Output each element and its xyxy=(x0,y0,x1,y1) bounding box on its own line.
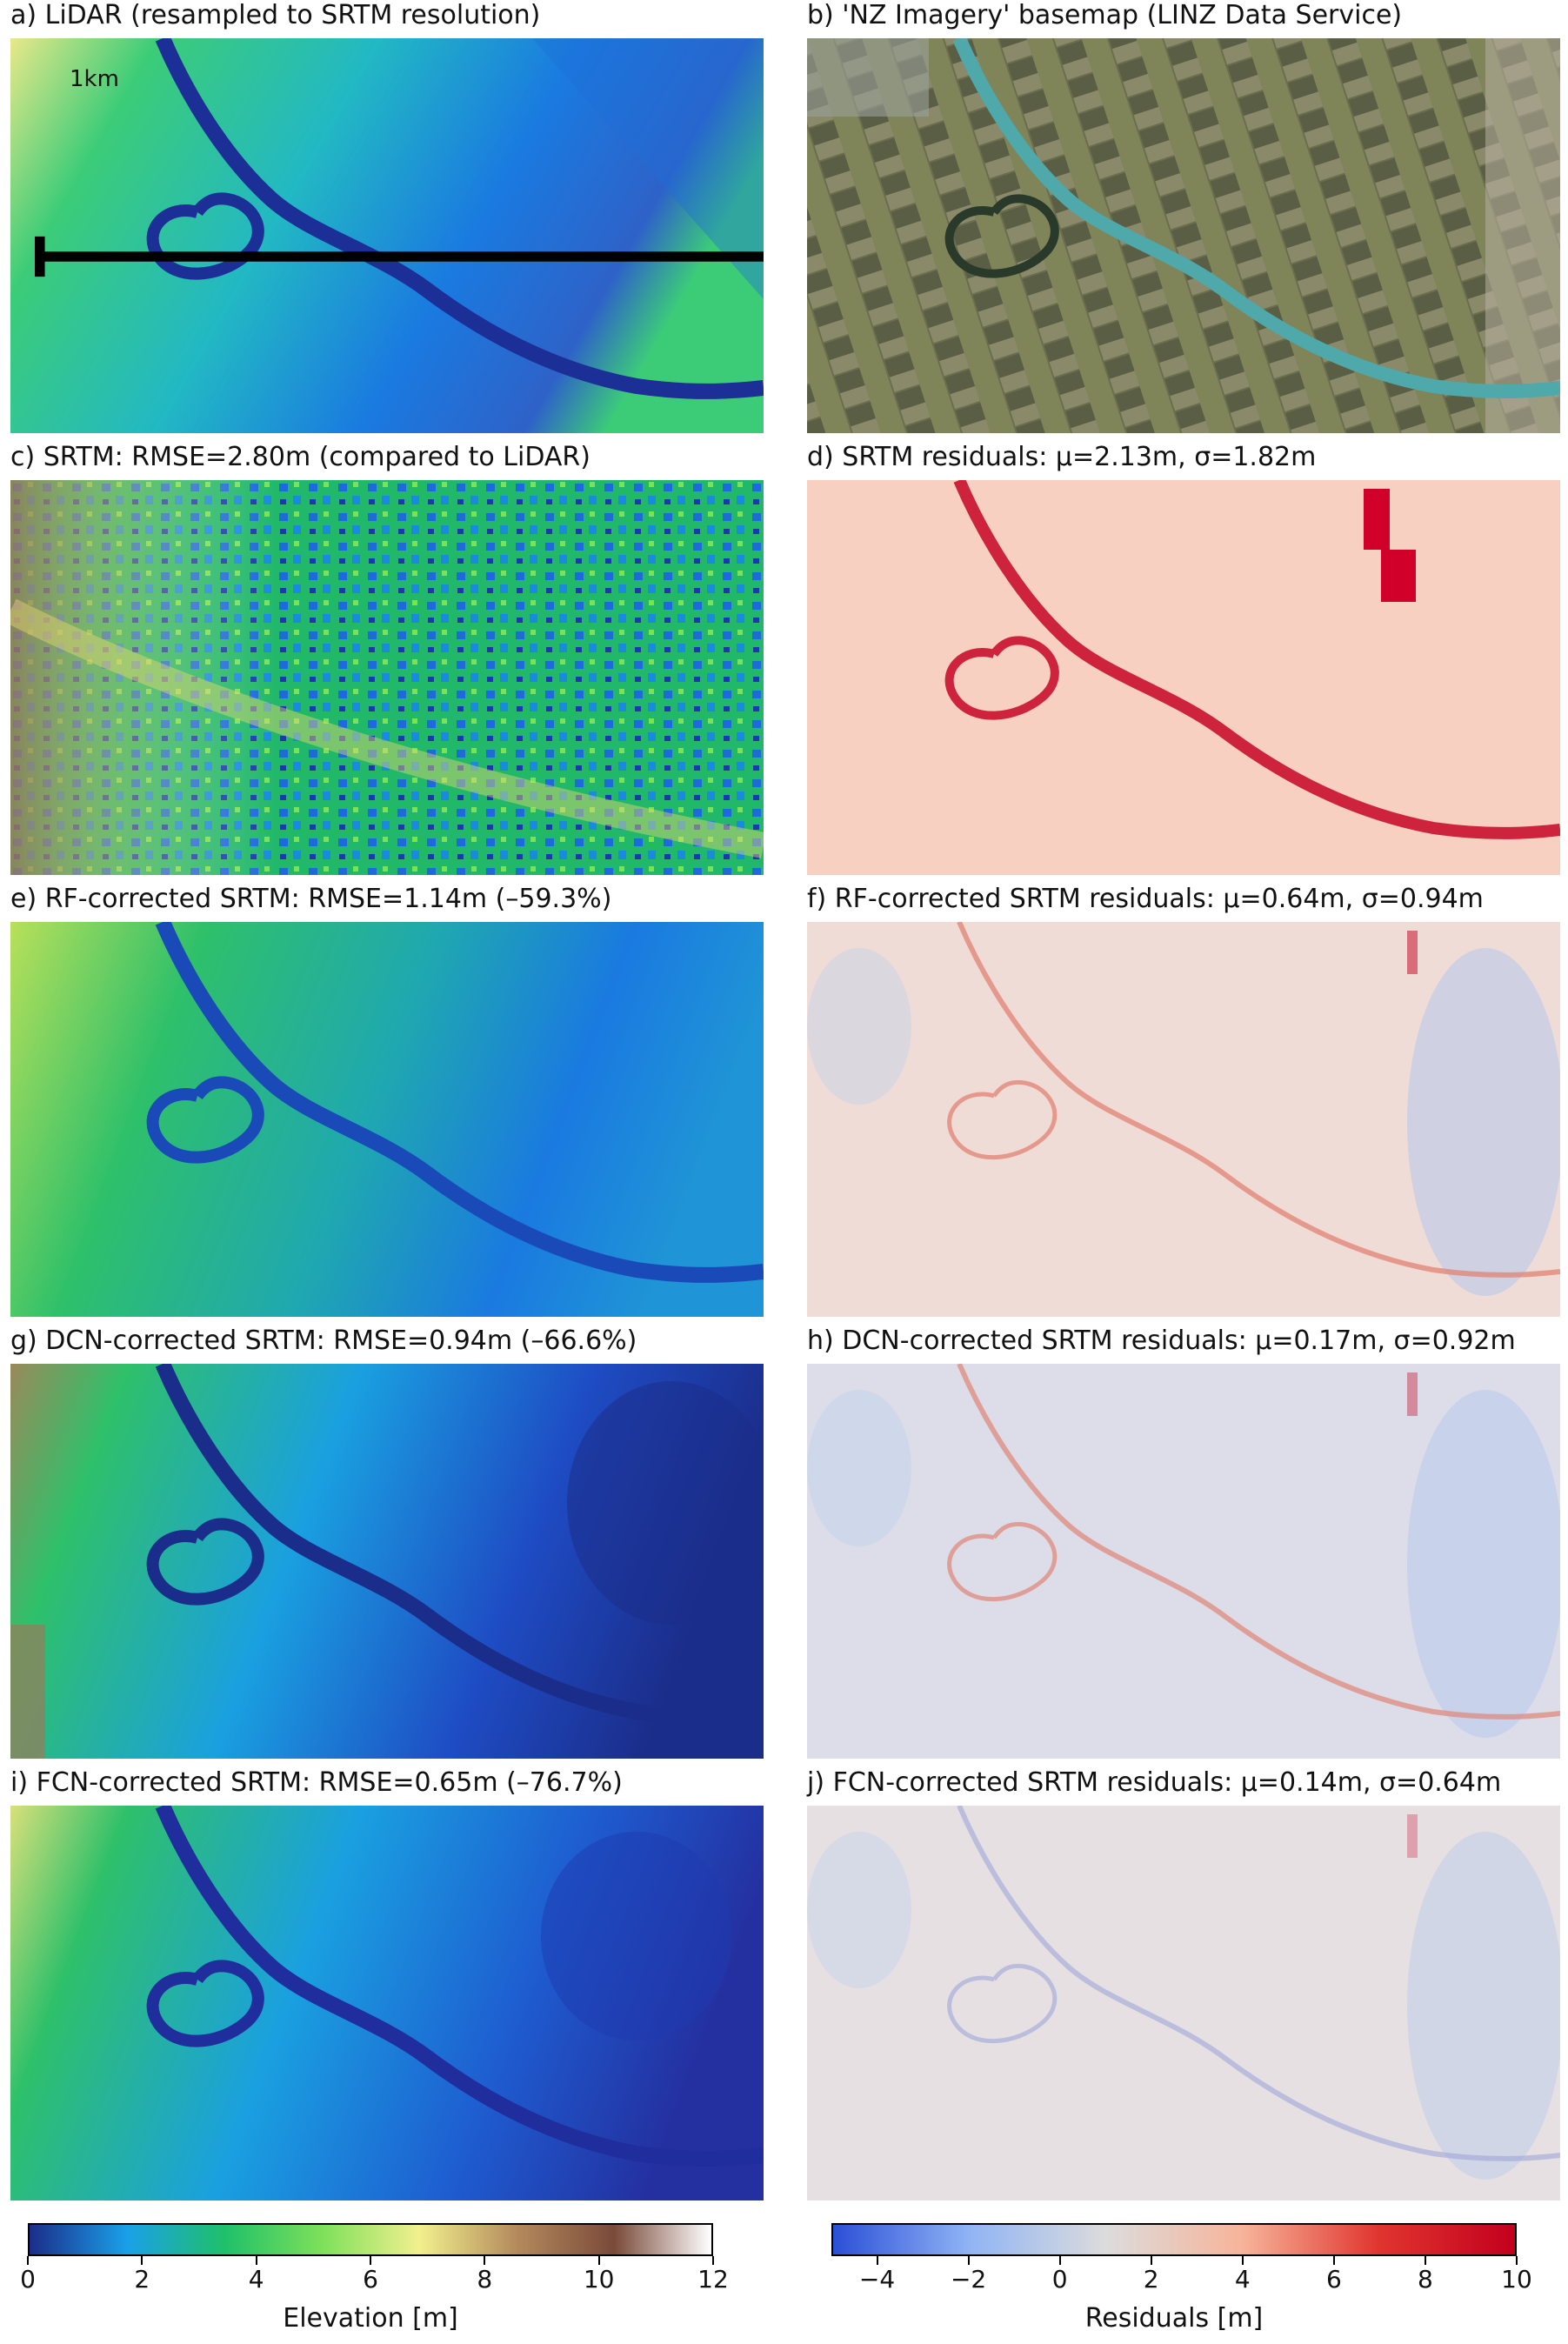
residuals-tick-mark xyxy=(967,2256,970,2265)
elevation-tick-mark xyxy=(484,2256,486,2265)
residuals-tick-label: 10 xyxy=(1501,2265,1532,2294)
north-arrow-shape xyxy=(1524,50,1560,433)
panel-h: h) DCN-corrected SRTM residuals: μ=0.17m… xyxy=(807,1326,1560,1759)
panel-h-title: h) DCN-corrected SRTM residuals: μ=0.17m… xyxy=(807,1326,1516,1356)
panel-e-map: N xyxy=(10,922,764,1317)
panel-c-title: c) SRTM: RMSE=2.80m (compared to LiDAR) xyxy=(10,442,591,472)
panel-f: f) RF-corrected SRTM residuals: μ=0.64m,… xyxy=(807,884,1560,1317)
residuals-tick-label: 2 xyxy=(1143,2265,1159,2294)
elevation-tick-mark xyxy=(712,2256,714,2265)
north-arrow-icon: N xyxy=(727,492,753,875)
north-arrow-shape xyxy=(1524,1818,1560,2200)
elevation-colorbar-label: Elevation [m] xyxy=(283,2303,458,2334)
panel-i-title: i) FCN-corrected SRTM: RMSE=0.65m (–76.7… xyxy=(10,1767,623,1798)
north-arrow-icon: N xyxy=(727,934,753,1317)
panel-h-map: N xyxy=(807,1364,1560,1759)
scale-bar-line xyxy=(35,236,764,277)
north-arrow-icon: N xyxy=(1524,934,1550,1317)
panel-g: g) DCN-corrected SRTM: RMSE=0.94m (–66.6… xyxy=(10,1326,764,1759)
panel-e: e) RF-corrected SRTM: RMSE=1.14m (–59.3%… xyxy=(10,884,764,1317)
elevation-colorbar-gradient xyxy=(28,2223,713,2256)
residuals-colorbar-gradient xyxy=(831,2223,1517,2256)
north-arrow-shape xyxy=(727,1818,764,2200)
residuals-tick-mark xyxy=(1424,2256,1426,2265)
panel-g-title: g) DCN-corrected SRTM: RMSE=0.94m (–66.6… xyxy=(10,1326,637,1356)
north-arrow-icon: N xyxy=(1524,1818,1550,2200)
panel-b: b) 'NZ Imagery' basemap (LINZ Data Servi… xyxy=(807,0,1560,433)
north-arrow-shape xyxy=(1524,934,1560,1317)
panel-c-map: N xyxy=(10,480,764,875)
elevation-tick-mark xyxy=(370,2256,371,2265)
residuals-tick-label: 0 xyxy=(1051,2265,1068,2294)
north-arrow-shape xyxy=(727,934,764,1317)
elevation-tick-label: 4 xyxy=(248,2265,264,2294)
residuals-tick-label: −2 xyxy=(950,2265,987,2294)
residuals-tick-label: 6 xyxy=(1325,2265,1342,2294)
north-arrow-icon: N xyxy=(727,1376,753,1759)
residuals-tick-mark xyxy=(1332,2256,1335,2265)
panel-b-map: N xyxy=(807,38,1560,433)
residuals-tick-mark xyxy=(1058,2256,1061,2265)
panel-c: c) SRTM: RMSE=2.80m (compared to LiDAR) N xyxy=(10,442,764,875)
scale-bar-label: 1km xyxy=(70,66,119,92)
elevation-tick-mark xyxy=(27,2256,29,2265)
elevation-tick-label: 6 xyxy=(363,2265,378,2294)
north-arrow-shape xyxy=(1524,492,1560,875)
residuals-tick-mark xyxy=(876,2256,878,2265)
north-arrow-shape xyxy=(1524,1376,1560,1759)
panel-i-map: N xyxy=(10,1806,764,2200)
residuals-tick-mark xyxy=(1150,2256,1152,2265)
panel-j-map: N xyxy=(807,1806,1560,2200)
panel-j: j) FCN-corrected SRTM residuals: μ=0.14m… xyxy=(807,1767,1560,2200)
north-arrow-shape xyxy=(727,492,764,875)
residuals-colorbar-label: Residuals [m] xyxy=(1084,2303,1264,2334)
north-arrow-icon: N xyxy=(1524,492,1550,875)
panel-b-title: b) 'NZ Imagery' basemap (LINZ Data Servi… xyxy=(807,0,1403,30)
panel-i: i) FCN-corrected SRTM: RMSE=0.65m (–76.7… xyxy=(10,1767,764,2200)
elevation-tick-label: 12 xyxy=(697,2265,729,2294)
north-arrow-shape xyxy=(727,1376,764,1759)
elevation-tick-label: 2 xyxy=(134,2265,150,2294)
elevation-tick-label: 0 xyxy=(20,2265,36,2294)
elevation-tick-label: 10 xyxy=(583,2265,615,2294)
north-arrow-icon: N xyxy=(1524,1376,1550,1759)
residuals-tick-label: 4 xyxy=(1234,2265,1251,2294)
elevation-tick-mark xyxy=(141,2256,143,2265)
residuals-tick-label: −4 xyxy=(858,2265,896,2294)
residuals-tick-label: 8 xyxy=(1418,2265,1433,2294)
residuals-tick-mark xyxy=(1516,2256,1518,2265)
panel-e-title: e) RF-corrected SRTM: RMSE=1.14m (–59.3%… xyxy=(10,884,612,914)
panel-g-map: N xyxy=(10,1364,764,1759)
elevation-tick-mark xyxy=(255,2256,257,2265)
panel-d-title: d) SRTM residuals: μ=2.13m, σ=1.82m xyxy=(807,442,1317,472)
north-arrow-icon: N xyxy=(727,1818,753,2200)
panel-a: a) LiDAR (resampled to SRTM resolution) N… xyxy=(10,0,764,433)
elevation-tick-mark xyxy=(597,2256,600,2265)
panel-f-title: f) RF-corrected SRTM residuals: μ=0.64m,… xyxy=(807,884,1484,914)
panel-f-map: N xyxy=(807,922,1560,1317)
scale-bar: 1km xyxy=(35,59,764,433)
panel-d: d) SRTM residuals: μ=2.13m, σ=1.82m N xyxy=(807,442,1560,875)
panel-j-title: j) FCN-corrected SRTM residuals: μ=0.14m… xyxy=(807,1767,1502,1798)
elevation-tick-label: 8 xyxy=(477,2265,493,2294)
panel-a-title: a) LiDAR (resampled to SRTM resolution) xyxy=(10,0,541,30)
panel-d-map: N xyxy=(807,480,1560,875)
panel-a-map: N1km xyxy=(10,38,764,433)
residuals-tick-mark xyxy=(1241,2256,1244,2265)
north-arrow-icon: N xyxy=(1524,50,1550,433)
